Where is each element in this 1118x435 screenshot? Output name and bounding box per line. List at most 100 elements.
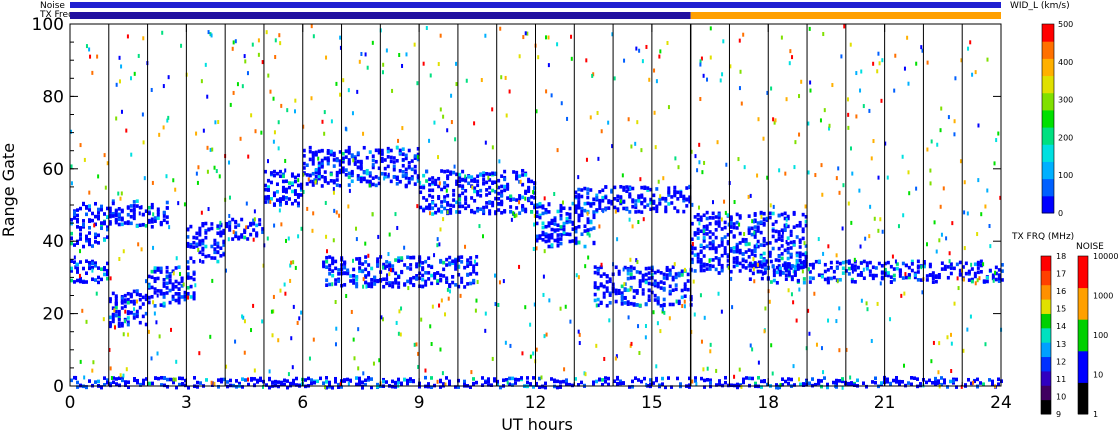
echo-cell [622, 199, 626, 204]
echo-cell [201, 260, 205, 264]
echo-cell [457, 378, 460, 383]
echo-cell [601, 382, 604, 387]
echo-cell [741, 252, 745, 256]
echo-cell [165, 215, 169, 219]
echo-cell [427, 271, 431, 275]
echo-cell [196, 385, 199, 389]
echo-cell [129, 221, 133, 226]
echo-cell [518, 196, 522, 201]
echo-cell [356, 165, 360, 170]
scatter-cell [781, 230, 784, 235]
echo-cell [275, 171, 279, 176]
echo-cell [287, 181, 291, 185]
echo-cell [889, 381, 892, 386]
echo-cell [883, 267, 887, 272]
scatter-cell [425, 25, 428, 30]
echo-cell [253, 377, 256, 381]
echo-cell [272, 169, 276, 174]
echo-cell [162, 278, 166, 282]
echo-cell [577, 205, 581, 210]
scatter-cell [586, 211, 589, 216]
echo-cell [967, 377, 970, 382]
scatter-cell [499, 26, 502, 31]
scatter-cell [388, 272, 391, 277]
echo-cell [738, 250, 742, 255]
echo-cell [388, 267, 392, 272]
scatter-cell [506, 380, 509, 385]
echo-cell [162, 291, 166, 296]
echo-cell [476, 179, 480, 184]
echo-cell [85, 204, 88, 209]
scatter-cell [130, 76, 133, 81]
echo-cell [118, 383, 121, 388]
echo-cell [135, 292, 139, 297]
echo-cell [165, 200, 169, 205]
echo-cell [607, 376, 610, 381]
echo-cell [994, 265, 998, 270]
echo-cell [470, 209, 474, 214]
echo-cell [652, 381, 655, 385]
echo-cell [496, 382, 499, 387]
echo-cell [620, 291, 624, 295]
scatter-cell [474, 308, 477, 313]
echo-cell [91, 261, 94, 266]
echo-cell [798, 223, 802, 228]
scatter-cell [491, 356, 494, 361]
echo-cell [880, 276, 884, 281]
echo-cell [431, 201, 435, 205]
echo-cell [778, 269, 782, 274]
echo-cell [144, 293, 148, 298]
echo-cell [177, 300, 181, 305]
echo-cell [693, 231, 697, 236]
scatter-cell [265, 30, 268, 35]
scatter-cell [187, 295, 190, 300]
echo-cell [747, 242, 751, 246]
echo-cell [317, 174, 321, 179]
echo-cell [76, 266, 79, 271]
echo-cell [320, 148, 324, 153]
echo-cell [750, 252, 754, 256]
echo-cell [385, 281, 389, 286]
echo-cell [652, 206, 656, 211]
scatter-cell [274, 38, 277, 43]
scatter-cell [302, 189, 305, 194]
scatter-cell [368, 183, 371, 188]
echo-cell [377, 148, 381, 153]
echo-cell [114, 299, 118, 304]
echo-cell [421, 273, 425, 278]
scatter-cell [372, 361, 375, 366]
scatter-cell [661, 309, 664, 314]
echo-cell [425, 198, 429, 202]
echo-cell [604, 379, 607, 384]
echo-cell [774, 219, 778, 224]
echo-cell [452, 170, 456, 175]
scatter-cell [484, 311, 487, 316]
echo-cell [385, 264, 389, 269]
echo-cell [371, 176, 375, 180]
echo-cell [676, 209, 680, 214]
echo-cell [793, 273, 797, 278]
echo-cell [628, 192, 632, 196]
echo-cell [683, 294, 687, 299]
echo-cell [641, 275, 645, 280]
echo-cell [626, 300, 630, 304]
echo-cell [97, 207, 100, 212]
echo-cell [632, 295, 636, 299]
noise-colorbar-swatch [1078, 319, 1088, 352]
echo-cell [771, 222, 775, 227]
echo-cell [655, 187, 659, 191]
scatter-cell [652, 310, 655, 315]
echo-cell [820, 274, 824, 279]
echo-cell [589, 227, 593, 232]
echo-cell [201, 241, 205, 246]
echo-cell [617, 269, 621, 274]
echo-cell [448, 261, 452, 265]
echo-cell [595, 193, 599, 198]
echo-cell [377, 176, 381, 181]
echo-cell [889, 275, 893, 279]
echo-cell [850, 277, 854, 282]
scatter-cell [347, 381, 350, 386]
scatter-cell [209, 334, 212, 339]
echo-cell [638, 279, 642, 283]
scatter-cell [619, 199, 622, 204]
